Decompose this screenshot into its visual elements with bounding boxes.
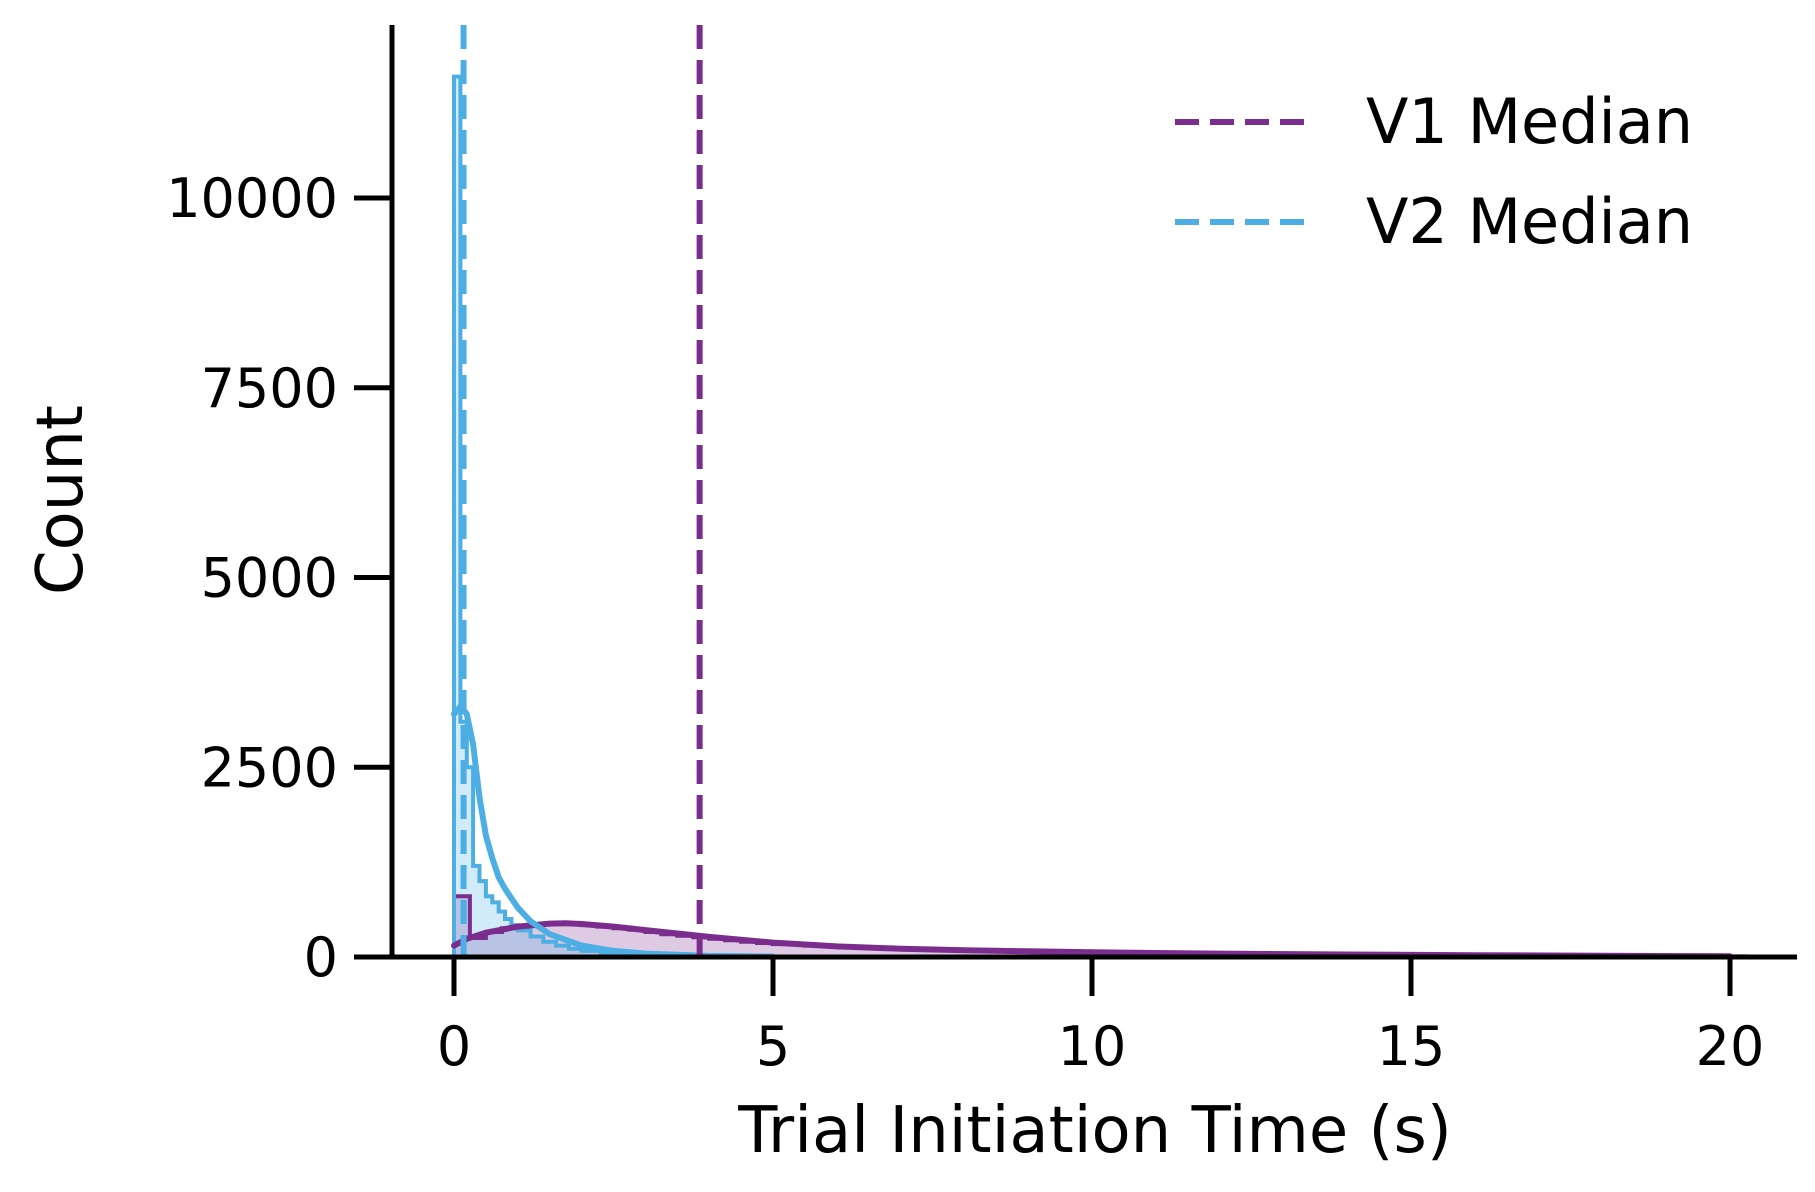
- x-tick-label: 15: [1377, 1015, 1446, 1078]
- x-tick-label: 10: [1058, 1015, 1127, 1078]
- legend-label-series-2: V2 Median: [1366, 185, 1693, 258]
- y-axis-title: Count: [24, 405, 98, 595]
- x-ticks: 0 5 10 15 20: [437, 957, 1765, 1078]
- median-lines: [460, 25, 703, 957]
- legend-label-series-1: V1 Median: [1366, 85, 1693, 158]
- legend: V1 Median V2 Median: [1175, 85, 1693, 258]
- y-tick-label: 2500: [201, 736, 338, 799]
- x-axis-title: Trial Initiation Time (s): [737, 1094, 1452, 1168]
- histogram-step-series-2: [452, 74, 782, 959]
- kde-curve-series-2: [451, 703, 776, 960]
- y-tick-label: 10000: [166, 167, 338, 230]
- y-tick-label: 5000: [201, 547, 338, 610]
- histogram-fill-series-1: [454, 896, 1746, 957]
- x-tick-label: 20: [1696, 1015, 1765, 1078]
- x-tick-label: 0: [437, 1015, 471, 1078]
- y-tick-label: 7500: [201, 357, 338, 420]
- x-tick-label: 5: [756, 1015, 790, 1078]
- histogram-fill-series-2: [454, 76, 780, 958]
- y-tick-label: 0: [304, 926, 338, 989]
- axes: [356, 25, 1797, 960]
- y-ticks: 0 2500 5000 7500 10000: [166, 167, 392, 989]
- kde-curves: [451, 703, 1733, 960]
